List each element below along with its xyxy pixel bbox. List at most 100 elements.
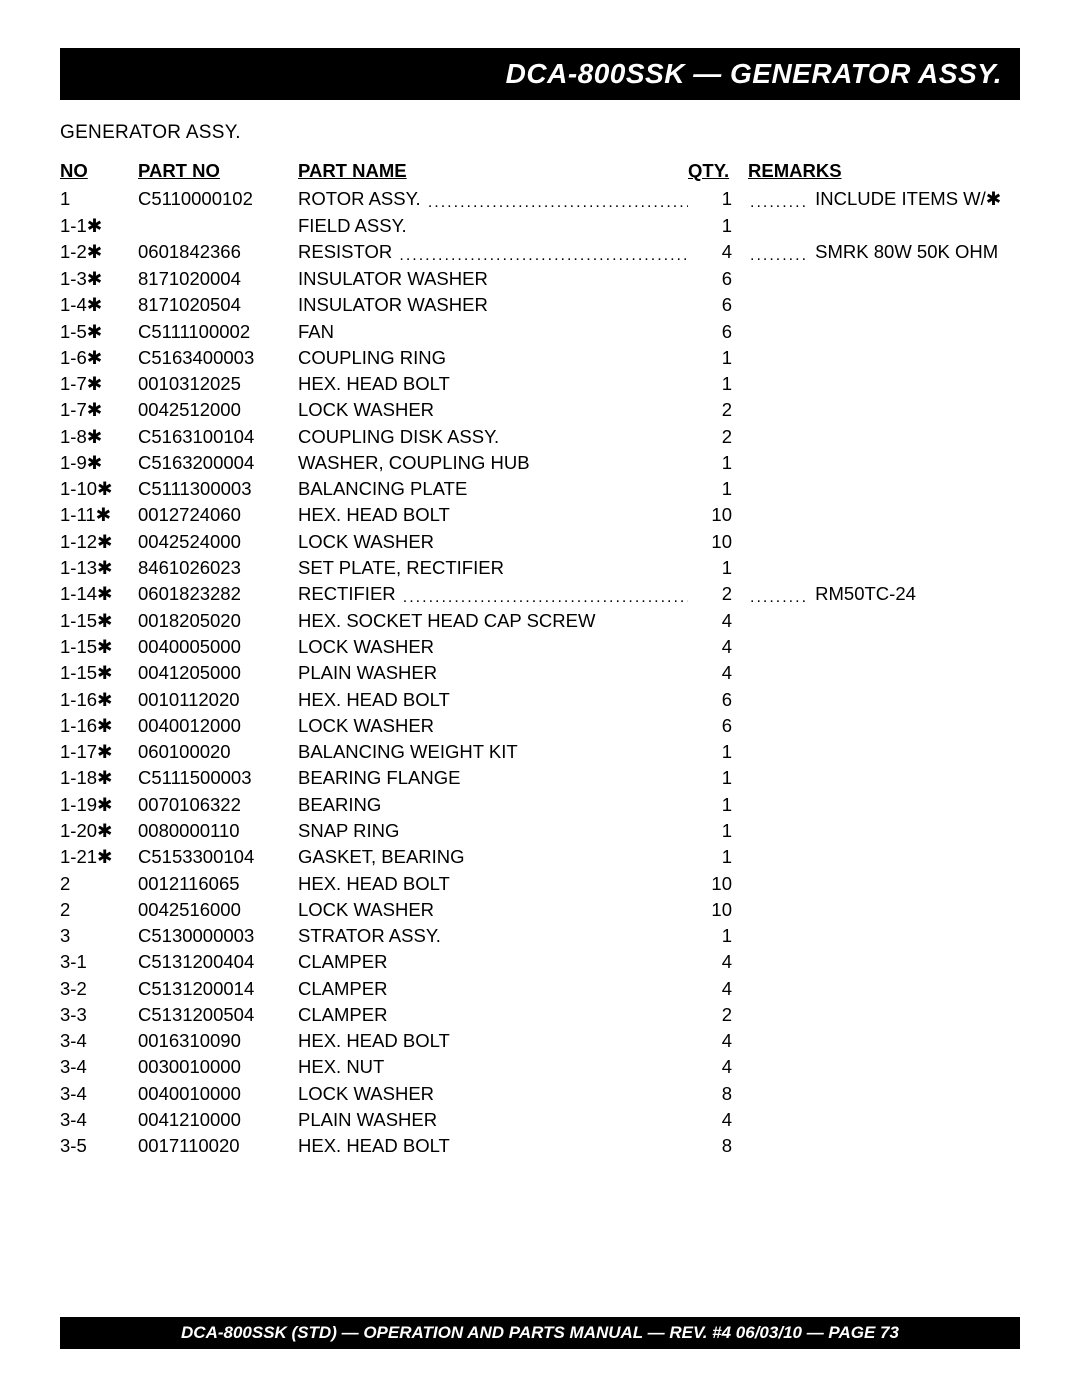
table-row: 1-7✱0042512000LOCK WASHER2 [60, 397, 1020, 423]
cell-qty: 4 [688, 949, 748, 975]
table-row: 3-2C5131200014CLAMPER4 [60, 976, 1020, 1002]
table-row: 1-3✱8171020004INSULATOR WASHER6 [60, 266, 1020, 292]
table-row: 3-3C5131200504CLAMPER2 [60, 1002, 1020, 1028]
cell-no: 3-1 [60, 949, 138, 975]
cell-no: 3-4 [60, 1081, 138, 1107]
cell-partno: C5111500003 [138, 765, 298, 791]
footer-bar: DCA-800SSK (STD) — OPERATION AND PARTS M… [60, 1317, 1020, 1349]
cell-partname: PLAIN WASHER [298, 1107, 688, 1133]
table-row: 1-1✱FIELD ASSY.1 [60, 213, 1020, 239]
cell-remarks [748, 765, 1020, 791]
cell-no: 1-8✱ [60, 424, 138, 450]
footer-text: DCA-800SSK (STD) — OPERATION AND PARTS M… [181, 1323, 899, 1342]
cell-qty: 4 [688, 239, 748, 266]
cell-qty: 2 [688, 581, 748, 608]
col-header-partno: PART NO [138, 158, 298, 184]
table-row: 1C5110000102ROTOR ASSY. ................… [60, 186, 1020, 213]
cell-qty: 8 [688, 1081, 748, 1107]
cell-qty: 6 [688, 687, 748, 713]
table-body: 1 C5110000102ROTOR ASSY. ................… [60, 186, 1020, 1159]
cell-remarks [748, 266, 1020, 292]
cell-no: 2 [60, 871, 138, 897]
leader-dots: ........................................… [426, 192, 688, 213]
cell-no: 1-13✱ [60, 555, 138, 581]
table-row: 1-15✱0018205020HEX. SOCKET HEAD CAP SCRE… [60, 608, 1020, 634]
cell-qty: 6 [688, 266, 748, 292]
parts-table: NO PART NO PART NAME QTY. REMARKS 1 C5110… [60, 158, 1020, 1159]
cell-partname: LOCK WASHER [298, 1081, 688, 1107]
title-bar: DCA-800SSK — GENERATOR ASSY. [60, 48, 1020, 100]
cell-no: 3-5 [60, 1133, 138, 1159]
cell-remarks: ......... INCLUDE ITEMS W/✱ [748, 186, 1020, 213]
cell-remarks [748, 923, 1020, 949]
cell-no: 3-3 [60, 1002, 138, 1028]
cell-remarks [748, 424, 1020, 450]
cell-partno: 0042524000 [138, 529, 298, 555]
table-row: 1-21✱C5153300104GASKET, BEARING1 [60, 844, 1020, 870]
cell-no: 1-12✱ [60, 529, 138, 555]
cell-partno: 0042516000 [138, 897, 298, 923]
cell-no: 3 [60, 923, 138, 949]
cell-partno: C5130000003 [138, 923, 298, 949]
leader-dots: ......... [748, 245, 810, 268]
table-row: 1-10✱C5111300003BALANCING PLATE1 [60, 476, 1020, 502]
cell-remarks [748, 476, 1020, 502]
qty-text: 4 [717, 239, 732, 265]
cell-partno [138, 213, 298, 239]
cell-no: 1-2✱ [60, 239, 138, 266]
leader-dots: ........................................… [401, 587, 688, 608]
cell-partno: C5153300104 [138, 844, 298, 870]
cell-qty: 10 [688, 502, 748, 528]
cell-partno: 0040005000 [138, 634, 298, 660]
cell-remarks [748, 345, 1020, 371]
table-row: 1-12✱0042524000LOCK WASHER10 [60, 529, 1020, 555]
cell-partno: 0601823282 [138, 581, 298, 608]
cell-no: 1-7✱ [60, 371, 138, 397]
partname-text: ROTOR ASSY. [298, 186, 426, 212]
table-row: 1-16✱0040012000LOCK WASHER6 [60, 713, 1020, 739]
cell-remarks [748, 897, 1020, 923]
col-header-partname: PART NAME [298, 158, 688, 184]
cell-qty: 6 [688, 713, 748, 739]
cell-partno: C5110000102 [138, 186, 298, 213]
cell-remarks [748, 555, 1020, 581]
cell-qty: 1 [688, 555, 748, 581]
table-row: 1-17✱060100020BALANCING WEIGHT KIT1 [60, 739, 1020, 765]
cell-remarks [748, 1081, 1020, 1107]
cell-partname: BALANCING PLATE [298, 476, 688, 502]
cell-no: 1-21✱ [60, 844, 138, 870]
cell-partno: 0070106322 [138, 792, 298, 818]
cell-remarks [748, 608, 1020, 634]
cell-remarks [748, 792, 1020, 818]
cell-remarks [748, 213, 1020, 239]
cell-no: 3-4 [60, 1107, 138, 1133]
cell-remarks [748, 1054, 1020, 1080]
cell-partname: CLAMPER [298, 1002, 688, 1028]
cell-qty: 10 [688, 529, 748, 555]
cell-partname: RESISTOR ...............................… [298, 239, 688, 266]
table-row: 20042516000LOCK WASHER10 [60, 897, 1020, 923]
cell-remarks [748, 713, 1020, 739]
table-row: 3-40016310090HEX. HEAD BOLT4 [60, 1028, 1020, 1054]
cell-remarks [748, 844, 1020, 870]
cell-partno: C5163200004 [138, 450, 298, 476]
cell-qty: 4 [688, 1054, 748, 1080]
cell-no: 1-3✱ [60, 266, 138, 292]
cell-partno: 0010312025 [138, 371, 298, 397]
remarks-text: RM50TC-24 [810, 581, 916, 607]
subtitle: GENERATOR ASSY. [60, 122, 1020, 144]
table-header-row: NO PART NO PART NAME QTY. REMARKS [60, 158, 1020, 184]
cell-partno: 0012116065 [138, 871, 298, 897]
cell-partname: LOCK WASHER [298, 634, 688, 660]
cell-partname: PLAIN WASHER [298, 660, 688, 686]
cell-remarks [748, 739, 1020, 765]
cell-partname: RECTIFIER ..............................… [298, 581, 688, 608]
cell-partname: HEX. HEAD BOLT [298, 371, 688, 397]
table-row: 1-4✱8171020504INSULATOR WASHER6 [60, 292, 1020, 318]
cell-partname: CLAMPER [298, 976, 688, 1002]
cell-qty: 2 [688, 424, 748, 450]
cell-no: 1-15✱ [60, 634, 138, 660]
cell-no: 1-20✱ [60, 818, 138, 844]
cell-partname: BEARING [298, 792, 688, 818]
cell-qty: 10 [688, 871, 748, 897]
